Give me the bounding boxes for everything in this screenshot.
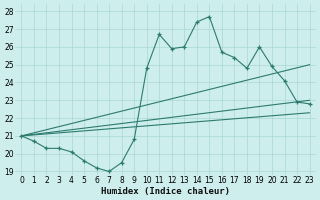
X-axis label: Humidex (Indice chaleur): Humidex (Indice chaleur) xyxy=(101,187,230,196)
